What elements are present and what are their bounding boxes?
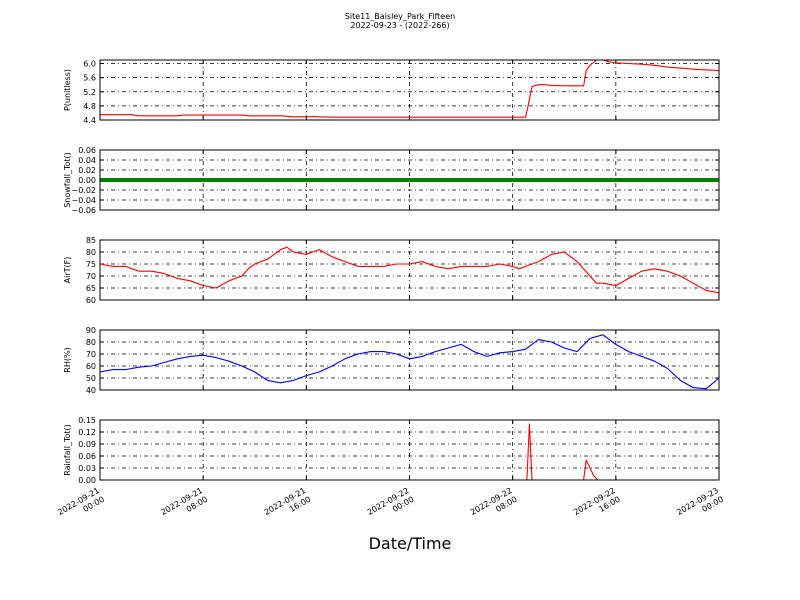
x-tick-label: 2022-09-2100:00 [56,486,106,526]
y-tick-label: 0.06 [78,452,96,461]
y-axis-label: Rainfall_Tot() [63,424,72,476]
y-tick-label: 0.15 [78,416,96,425]
y-tick-label: 60 [86,296,96,305]
y-tick-label: 4.4 [83,116,96,125]
y-tick-label: 0.06 [78,146,96,155]
y-tick-label: 60 [86,362,96,371]
x-tick-label: 2022-09-2116:00 [263,486,313,526]
y-tick-label: 0.12 [78,428,96,437]
series-line [99,334,720,390]
panel-2: −0.06−0.04−0.020.000.020.040.06 Snowfall_… [63,146,720,215]
x-axis-label: Date/Time [368,534,452,553]
y-tick-label: 40 [86,386,96,395]
panel-1: 4.4 4.8 5.2 5.6 6.0 P(unitless) [63,59,720,125]
y-axis-label: P(unitless) [63,69,72,111]
y-tick-label: 0.00 [78,176,96,185]
y-tick-label: −0.04 [71,196,96,205]
x-tick-label: 2022-09-2216:00 [572,486,622,526]
y-tick-label: 0.04 [78,156,96,165]
panel-frame [99,329,720,391]
y-tick-label: 85 [86,236,96,245]
panel-5: 0.00 0.03 0.06 0.09 0.12 0.15 Rainfall_Tot() [63,416,720,485]
y-axis-label: AirT(F) [63,257,72,284]
y-tick-label: 70 [86,350,96,359]
series-line [99,246,720,294]
panel-4: 40 50 60 70 80 90 RH(%) [63,326,720,395]
x-tick-label: 2022-09-2108:00 [159,486,209,526]
panel-frame [99,419,720,481]
y-tick-label: 90 [86,326,96,335]
y-tick-label: −0.06 [71,206,96,215]
y-tick-label: 75 [86,260,96,269]
chart-subtitle: 2022-09-23 - (2022-266) [350,21,450,30]
y-tick-label: 5.6 [83,74,96,83]
panel-frame [99,59,720,121]
y-tick-label: 80 [86,248,96,257]
series-line [100,423,719,481]
y-tick-label: 50 [86,374,96,383]
x-tick-label: 2022-09-2200:00 [366,486,416,526]
panel-frame [99,149,720,211]
y-tick-label: 0.09 [78,440,96,449]
x-tick-label: 2022-09-2300:00 [675,486,725,526]
y-tick-label: 0.02 [78,166,96,175]
y-axis-label: Snowfall_Tot() [63,152,72,208]
y-tick-label: 6.0 [83,60,96,69]
x-tick-label: 2022-09-2208:00 [469,486,519,526]
y-axis-label: RH(%) [63,347,72,372]
y-tick-label: 0.00 [78,476,96,485]
y-tick-label: 65 [86,284,96,293]
y-tick-label: 80 [86,338,96,347]
y-tick-label: −0.02 [71,186,96,195]
y-tick-label: 5.2 [83,88,96,97]
panel-frame [99,239,720,301]
panel-3: 60 65 70 75 80 85 AirT(F) [63,236,720,305]
y-tick-label: 70 [86,272,96,281]
y-tick-label: 4.8 [83,102,96,111]
series-line [100,59,720,118]
y-tick-label: 0.03 [78,464,96,473]
chart-title: Site11_Baisley_Park_Fifteen [344,12,456,21]
